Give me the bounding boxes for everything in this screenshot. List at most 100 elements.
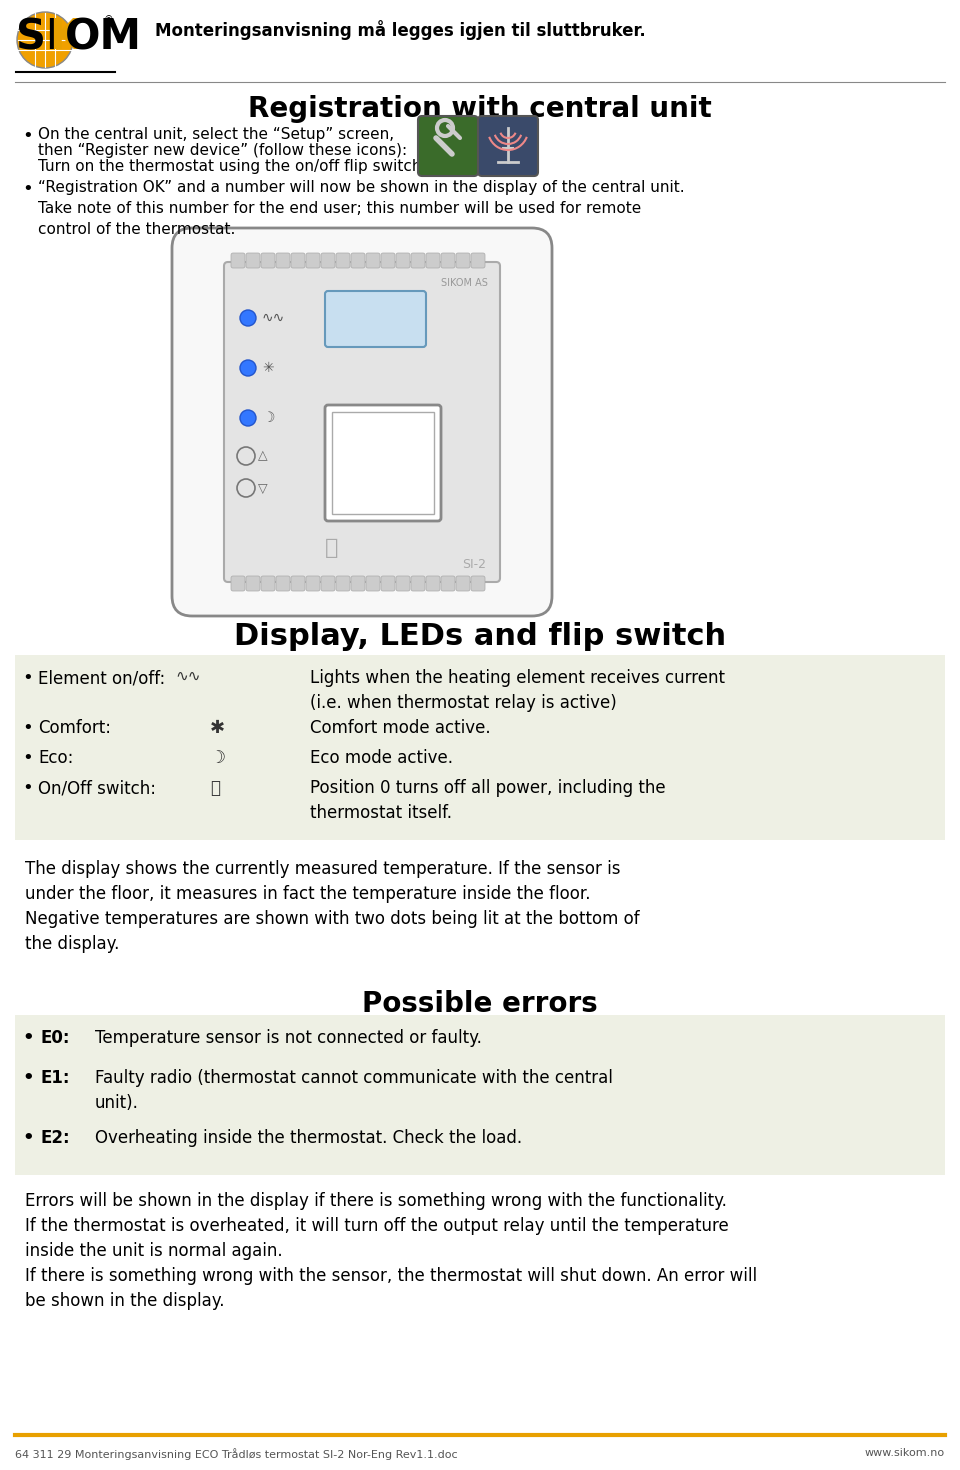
Bar [332, 412, 434, 514]
Text: •: • [22, 1029, 34, 1047]
FancyBboxPatch shape [321, 253, 335, 268]
Circle shape [240, 410, 256, 426]
FancyBboxPatch shape [411, 253, 425, 268]
Text: E2:: E2: [40, 1129, 70, 1147]
FancyBboxPatch shape [411, 576, 425, 591]
Text: then “Register new device” (follow these icons):: then “Register new device” (follow these… [38, 143, 407, 157]
Text: “Registration OK” and a number will now be shown in the display of the central u: “Registration OK” and a number will now … [38, 179, 684, 237]
FancyBboxPatch shape [456, 253, 470, 268]
FancyBboxPatch shape [224, 262, 500, 582]
Text: On the central unit, select the “Setup” screen,: On the central unit, select the “Setup” … [38, 126, 395, 143]
Text: Temperature sensor is not connected or faulty.: Temperature sensor is not connected or f… [95, 1029, 482, 1047]
FancyBboxPatch shape [441, 253, 455, 268]
Circle shape [17, 12, 73, 68]
FancyBboxPatch shape [261, 253, 275, 268]
FancyBboxPatch shape [261, 576, 275, 591]
FancyBboxPatch shape [336, 576, 350, 591]
FancyBboxPatch shape [471, 576, 485, 591]
Text: •: • [22, 750, 33, 767]
Text: ✳: ✳ [262, 362, 274, 375]
FancyBboxPatch shape [381, 253, 395, 268]
Text: ®: ® [104, 15, 113, 25]
FancyBboxPatch shape [291, 576, 305, 591]
Text: Faulty radio (thermostat cannot communicate with the central
unit).: Faulty radio (thermostat cannot communic… [95, 1069, 612, 1111]
Bar [15, 656, 945, 839]
FancyBboxPatch shape [325, 291, 426, 347]
FancyBboxPatch shape [336, 253, 350, 268]
Text: Overheating inside the thermostat. Check the load.: Overheating inside the thermostat. Check… [95, 1129, 522, 1147]
Text: I: I [348, 438, 369, 488]
FancyBboxPatch shape [306, 576, 320, 591]
Text: Turn on the thermostat using the on/off flip switch.: Turn on the thermostat using the on/off … [38, 159, 426, 173]
FancyBboxPatch shape [418, 116, 478, 176]
Text: •: • [22, 1069, 34, 1086]
Text: Eco mode active.: Eco mode active. [310, 750, 453, 767]
Text: E1:: E1: [40, 1069, 69, 1086]
FancyBboxPatch shape [351, 253, 365, 268]
Text: The display shows the currently measured temperature. If the sensor is
under the: The display shows the currently measured… [25, 860, 639, 953]
Text: Position 0 turns off all power, including the
thermostat itself.: Position 0 turns off all power, includin… [310, 779, 665, 822]
Text: Display, LEDs and flip switch: Display, LEDs and flip switch [234, 622, 726, 651]
Text: △: △ [258, 450, 268, 463]
Text: ∿∿: ∿∿ [262, 312, 285, 325]
Text: Element on/off:: Element on/off: [38, 669, 165, 686]
Text: E0:: E0: [40, 1029, 69, 1047]
Text: ⏻: ⏻ [325, 538, 339, 559]
Text: Lights when the heating element receives current
(i.e. when thermostat relay is : Lights when the heating element receives… [310, 669, 725, 711]
FancyBboxPatch shape [325, 406, 441, 520]
Text: ▽: ▽ [258, 482, 268, 494]
FancyBboxPatch shape [396, 253, 410, 268]
Text: www.sikom.no: www.sikom.no [865, 1448, 945, 1458]
FancyBboxPatch shape [396, 576, 410, 591]
FancyBboxPatch shape [478, 116, 538, 176]
Text: •: • [22, 719, 33, 736]
FancyBboxPatch shape [456, 576, 470, 591]
FancyBboxPatch shape [381, 576, 395, 591]
Text: ∿∿: ∿∿ [175, 669, 201, 684]
FancyBboxPatch shape [351, 576, 365, 591]
FancyBboxPatch shape [366, 253, 380, 268]
Circle shape [240, 360, 256, 376]
FancyBboxPatch shape [321, 576, 335, 591]
FancyBboxPatch shape [276, 576, 290, 591]
FancyBboxPatch shape [471, 253, 485, 268]
Text: ⏻: ⏻ [210, 779, 220, 797]
Text: OM: OM [65, 16, 142, 57]
FancyBboxPatch shape [246, 576, 260, 591]
FancyBboxPatch shape [231, 253, 245, 268]
Text: Errors will be shown in the display if there is something wrong with the functio: Errors will be shown in the display if t… [25, 1192, 757, 1310]
Text: Registration with central unit: Registration with central unit [248, 96, 712, 123]
Text: SI-2: SI-2 [462, 559, 486, 570]
Text: •: • [22, 1129, 34, 1147]
FancyBboxPatch shape [172, 228, 552, 616]
Text: ✱: ✱ [210, 719, 226, 736]
Text: K: K [49, 16, 82, 57]
FancyBboxPatch shape [426, 576, 440, 591]
FancyBboxPatch shape [231, 576, 245, 591]
Text: •: • [22, 179, 33, 198]
Text: ☽: ☽ [210, 750, 227, 767]
FancyBboxPatch shape [246, 253, 260, 268]
FancyBboxPatch shape [366, 576, 380, 591]
Text: SIKOM AS: SIKOM AS [442, 278, 488, 288]
Text: Eco:: Eco: [38, 750, 73, 767]
Text: Monteringsanvisning må legges igjen til sluttbruker.: Monteringsanvisning må legges igjen til … [155, 21, 646, 40]
Text: ☽: ☽ [262, 412, 275, 425]
FancyBboxPatch shape [291, 253, 305, 268]
Text: SI: SI [16, 16, 61, 57]
Text: Comfort mode active.: Comfort mode active. [310, 719, 491, 736]
FancyBboxPatch shape [441, 576, 455, 591]
Text: On/Off switch:: On/Off switch: [38, 779, 156, 797]
Text: •: • [22, 779, 33, 797]
Text: O: O [387, 438, 427, 488]
Text: 64 311 29 Monteringsanvisning ECO Trådløs termostat SI-2 Nor-Eng Rev1.1.doc: 64 311 29 Monteringsanvisning ECO Trådlø… [15, 1448, 458, 1460]
FancyBboxPatch shape [276, 253, 290, 268]
Text: •: • [22, 126, 33, 146]
Text: 20: 20 [353, 301, 397, 337]
Text: Comfort:: Comfort: [38, 719, 111, 736]
Circle shape [240, 310, 256, 326]
Bar [15, 1014, 945, 1175]
Text: •: • [22, 669, 33, 686]
FancyBboxPatch shape [426, 253, 440, 268]
FancyBboxPatch shape [306, 253, 320, 268]
